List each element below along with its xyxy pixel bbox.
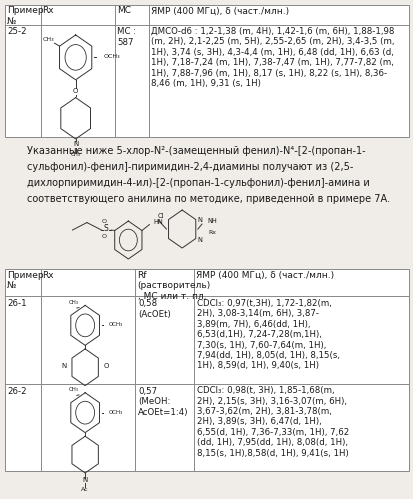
Text: CH₃: CH₃ (71, 152, 81, 157)
Text: OCH₃: OCH₃ (109, 410, 123, 415)
Text: МС :
587: МС : 587 (117, 27, 136, 47)
Text: N: N (82, 477, 88, 483)
Text: МС: МС (117, 6, 131, 15)
Text: ЯМР (400 МГц), δ (част./млн.): ЯМР (400 МГц), δ (част./млн.) (196, 271, 333, 280)
Text: сульфонил)-фенил]-пиримидин-2,4-диамины получают из (2,5-: сульфонил)-фенил]-пиримидин-2,4-диамины … (27, 162, 352, 172)
Text: Cl: Cl (157, 213, 164, 219)
Text: HN: HN (153, 219, 163, 225)
Text: Rx: Rx (208, 230, 216, 235)
Text: ДМСО-d6 : 1,2-1,38 (m, 4H), 1,42-1,6 (m, 6H), 1,88-1,98
(m, 2H), 2,1-2,25 (m, 5H: ДМСО-d6 : 1,2-1,38 (m, 4H), 1,42-1,6 (m,… (150, 27, 394, 88)
Text: N: N (197, 237, 202, 243)
Text: Rx: Rx (43, 6, 54, 15)
Text: O: O (73, 88, 78, 94)
Text: CH₃: CH₃ (68, 387, 78, 392)
Text: O: O (102, 219, 107, 224)
Text: Указанные ниже 5-хлор-N²-(замещенный фенил)-N⁴-[2-(пропан-1-: Указанные ниже 5-хлор-N²-(замещенный фен… (27, 146, 365, 156)
Text: 0,58
(AcOEt): 0,58 (AcOEt) (138, 299, 171, 319)
Text: CH₃: CH₃ (68, 299, 78, 304)
Text: NH: NH (206, 218, 216, 224)
Bar (5, 5, 408, 137)
Text: N: N (62, 363, 67, 369)
Text: N: N (197, 217, 202, 223)
Text: дихлорпиримидин-4-ил)-[2-(пропан-1-сульфонил)-фенил]-амина и: дихлорпиримидин-4-ил)-[2-(пропан-1-сульф… (27, 178, 369, 188)
Text: OCH₃: OCH₃ (109, 322, 123, 327)
Bar (5, 269, 408, 471)
Text: N: N (73, 141, 78, 147)
Text: 26-2: 26-2 (7, 387, 26, 396)
Text: ЯМР (400 МГц), δ (част./млн.): ЯМР (400 МГц), δ (част./млн.) (150, 6, 288, 15)
Text: 26-1: 26-1 (7, 299, 26, 308)
Text: соответствующего анилина по методике, приведенной в примере 7А.: соответствующего анилина по методике, пр… (27, 194, 389, 204)
Text: Ac: Ac (81, 487, 89, 492)
Text: O: O (103, 363, 108, 369)
Text: CDCl₃: 0,98(t, 3H), 1,85-1,68(m,
2H), 2,15(s, 3H), 3,16-3,07(m, 6H),
3,67-3,62(m: CDCl₃: 0,98(t, 3H), 1,85-1,68(m, 2H), 2,… (196, 386, 348, 458)
Text: CDCl₃: 0,97(t,3H), 1,72-1,82(m,
2H), 3,08-3,14(m, 6H), 3,87-
3,89(m, 7H), 6,46(d: CDCl₃: 0,97(t,3H), 1,72-1,82(m, 2H), 3,0… (196, 299, 339, 370)
Text: CH₃: CH₃ (43, 37, 54, 42)
Text: Rf
(растворитель)
, МС или т. пл.: Rf (растворитель) , МС или т. пл. (137, 271, 210, 301)
Text: S: S (103, 224, 108, 233)
Text: 25-2: 25-2 (7, 27, 26, 36)
Text: Rx: Rx (43, 271, 54, 280)
Text: Пример
№: Пример № (7, 271, 43, 290)
Text: OCH₃: OCH₃ (103, 54, 120, 59)
Text: Пример
№: Пример № (7, 6, 43, 26)
Text: 0,57
(MeOH:
AcOEt=1:4): 0,57 (MeOH: AcOEt=1:4) (138, 387, 188, 417)
Text: O: O (102, 234, 107, 239)
